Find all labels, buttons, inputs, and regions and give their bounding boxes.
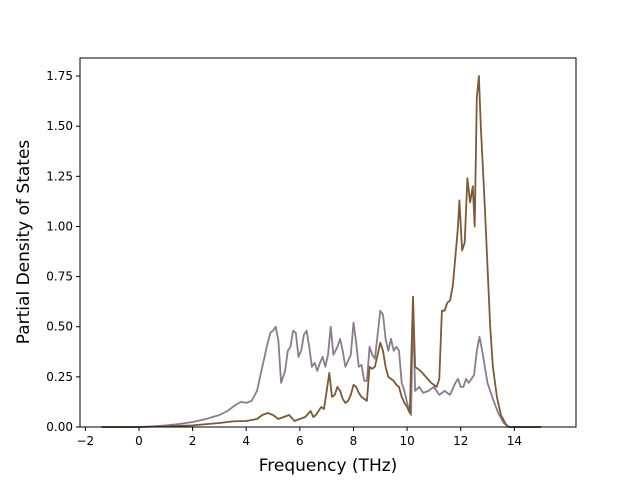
x-tick-label: 14: [507, 434, 522, 448]
x-tick-label: 10: [399, 434, 414, 448]
y-axis-label: Partial Density of States: [14, 140, 34, 345]
x-tick-label: 4: [242, 434, 250, 448]
y-tick-label: 1.00: [46, 219, 73, 233]
y-tick-label: 1.50: [46, 119, 73, 133]
y-axis-ticks: 0.00 0.25 0.50 0.75 1.00 1.25 1.50 1.75: [46, 69, 80, 434]
x-tick-label: 12: [453, 434, 468, 448]
y-tick-label: 1.75: [46, 69, 73, 83]
x-tick-label: −2: [77, 434, 95, 448]
x-tick-label: 6: [296, 434, 304, 448]
y-tick-label: 0.75: [46, 270, 73, 284]
x-tick-label: 2: [189, 434, 197, 448]
plot-frame: [79, 57, 577, 428]
x-tick-label: 0: [135, 434, 143, 448]
x-axis-ticks: −2 0 2 4 6 8 10 12 14: [77, 427, 522, 448]
y-tick-label: 0.50: [46, 320, 73, 334]
y-tick-label: 0.25: [46, 370, 73, 384]
series-line-1: [101, 301, 542, 428]
x-tick-label: 8: [350, 434, 358, 448]
y-tick-label: 0.00: [46, 420, 73, 434]
x-axis-label: Frequency (THz): [259, 456, 398, 476]
y-tick-label: 1.25: [46, 169, 73, 183]
plot-lines: [101, 75, 542, 428]
series-line-2: [101, 75, 542, 428]
